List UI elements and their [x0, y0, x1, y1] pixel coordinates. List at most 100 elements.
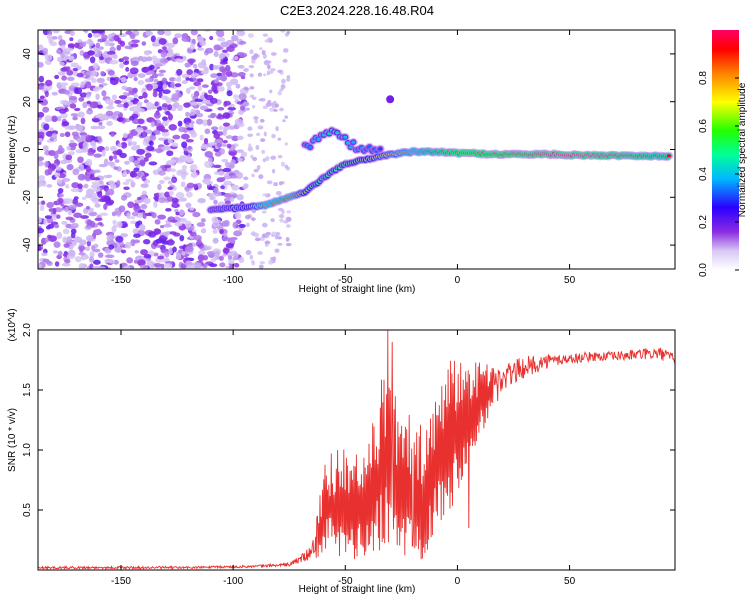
- heatmap-noise-cell: [271, 231, 277, 236]
- heatmap-noise-cell: [181, 251, 186, 256]
- heatmap-noise-cell: [82, 101, 88, 109]
- heatmap-noise-cell: [216, 85, 225, 92]
- heatmap-noise-cell: [280, 161, 286, 167]
- heatmap-noise-cell: [192, 63, 198, 69]
- heatmap-noise-cell: [189, 58, 194, 65]
- heatmap-noise-cell: [179, 234, 185, 242]
- heatmap-noise-cell: [185, 202, 192, 208]
- heatmap-noise-cell: [171, 142, 179, 147]
- heatmap-noise-cell: [243, 176, 249, 180]
- heatmap-noise-cell: [161, 116, 168, 121]
- heatmap-noise-cell: [281, 78, 286, 84]
- heatmap-noise-cell: [158, 69, 167, 74]
- heatmap-noise-cell: [54, 224, 60, 229]
- heatmap-noise-cell: [286, 30, 291, 35]
- heatmap-noise-cell: [152, 169, 160, 175]
- heatmap-noise-cell: [136, 148, 145, 155]
- heatmap-noise-cell: [56, 231, 63, 240]
- heatmap-noise-cell: [264, 240, 271, 245]
- heatmap-noise-cell: [225, 265, 231, 269]
- heatmap-noise-cell: [250, 231, 257, 236]
- heatmap-noise-cell: [78, 245, 86, 251]
- heatmap-noise-cell: [228, 194, 236, 200]
- heatmap-noise-cell: [84, 160, 93, 166]
- heatmap-noise-cell: [242, 185, 248, 190]
- heatmap-noise-cell: [228, 149, 238, 156]
- heatmap-noise-cell: [229, 78, 239, 86]
- heatmap-noise-cell: [118, 205, 126, 213]
- heatmap-noise-cell: [157, 255, 165, 260]
- heatmap-noise-cell: [249, 94, 255, 98]
- colorbar-tick-label: 0.6: [698, 119, 709, 133]
- heatmap-noise-cell: [151, 212, 157, 219]
- heatmap-noise-cell: [263, 131, 267, 137]
- heatmap-noise-cell: [173, 208, 179, 213]
- heatmap-noise-cell: [270, 68, 276, 72]
- heatmap-noise-cell: [121, 85, 128, 91]
- heatmap-noise-cell: [258, 98, 263, 102]
- heatmap-noise-cell: [214, 250, 221, 258]
- heatmap-noise-cell: [209, 35, 214, 41]
- heatmap-noise-cell: [197, 198, 206, 204]
- heatmap-noise-cell: [231, 34, 239, 42]
- heatmap-noise-cell: [222, 236, 229, 242]
- heatmap-noise-cell: [279, 88, 284, 92]
- heatmap-noise-cell: [43, 218, 48, 226]
- heatmap-noise-cell: [158, 197, 166, 204]
- heatmap-noise-cell: [153, 263, 162, 268]
- heatmap-noise-cell: [265, 102, 271, 107]
- heatmap-noise-cell: [44, 90, 49, 98]
- heatmap-noise-cell: [282, 119, 286, 123]
- heatmap-noise-cell: [133, 233, 141, 238]
- heatmap-noise-cell: [217, 37, 226, 42]
- heatmap-noise-cell: [89, 56, 96, 64]
- heatmap-noise-cell: [230, 72, 239, 78]
- heatmap-noise-cell: [66, 145, 72, 151]
- heatmap-noise-cell: [62, 228, 70, 235]
- heatmap-noise-cell: [263, 60, 270, 66]
- heatmap-noise-cell: [109, 145, 117, 152]
- heatmap-noise-cell: [73, 212, 82, 218]
- heatmap-noise-cell: [89, 212, 98, 216]
- heatmap-noise-cell: [64, 131, 71, 138]
- heatmap-noise-cell: [267, 37, 273, 41]
- heatmap-noise-cell: [190, 231, 197, 237]
- heatmap-noise-cell: [154, 101, 159, 107]
- heatmap-noise-cell: [108, 42, 115, 47]
- heatmap-noise-cell: [203, 254, 209, 261]
- heatmap-noise-cell: [143, 238, 151, 245]
- heatmap-noise-cell: [104, 146, 110, 152]
- heatmap-noise-cell: [133, 160, 139, 166]
- heatmap-noise-cell: [253, 168, 259, 173]
- heatmap-noise-cell: [97, 190, 103, 198]
- heatmap-noise-cell: [185, 191, 193, 198]
- heatmap-noise-cell: [74, 87, 83, 95]
- heatmap-noise-cell: [62, 66, 71, 72]
- heatmap-noise-cell: [144, 51, 151, 56]
- heatmap-noise-cell: [222, 122, 231, 127]
- heatmap-noise-cell: [74, 256, 82, 263]
- heatmap-noise-cell: [262, 193, 269, 197]
- heatmap-noise-cell: [59, 132, 65, 138]
- heatmap-noise-cell: [143, 135, 151, 143]
- heatmap-noise-cell: [64, 259, 71, 264]
- heatmap-noise-cell: [267, 64, 271, 70]
- heatmap-noise-cell: [112, 219, 117, 225]
- heatmap-noise-cell: [271, 133, 276, 139]
- heatmap-noise-cell: [95, 30, 105, 34]
- heatmap-noise-cell: [282, 59, 288, 63]
- heatmap-noise-cell: [212, 229, 218, 234]
- heatmap-noise-cell: [199, 40, 207, 47]
- heatmap-noise-cell: [195, 118, 204, 125]
- heatmap-noise-cell: [85, 235, 94, 242]
- heatmap-noise-cell: [215, 30, 225, 36]
- heatmap-noise-cell: [254, 119, 259, 124]
- heatmap-noise-cell: [168, 124, 178, 131]
- heatmap-noise-cell: [59, 159, 68, 165]
- heatmap-noise-cell: [78, 252, 86, 256]
- heatmap-noise-cell: [163, 223, 172, 228]
- heatmap-noise-cell: [213, 51, 219, 58]
- heatmap-noise-cell: [64, 198, 73, 204]
- heatmap-noise-cell: [54, 74, 60, 80]
- heatmap-noise-cell: [231, 184, 240, 191]
